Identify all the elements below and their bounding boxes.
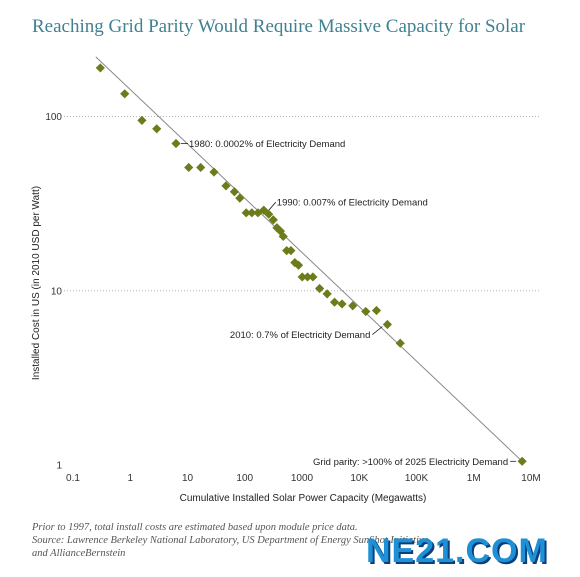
x-tick-labels: 0.1 1 10 100 1000 10K 100K 1M 10M [66,473,541,484]
data-point [297,272,307,282]
data-point [315,283,325,294]
x-tick-label: 100K [405,473,429,484]
x-tick-label: 10M [521,473,540,484]
watermark-logo: NE21.COM [366,532,548,570]
data-point [322,289,332,299]
data-point [196,162,206,173]
data-point [290,258,300,268]
data-point [264,209,274,219]
data-point [152,124,162,134]
data-point [120,89,130,99]
annotation-label: 1980: 0.0002% of Electricity Demand [189,139,345,150]
data-point [308,272,318,282]
data-point [278,231,288,242]
footnote-line-1: Prior to 1997, total install costs are e… [32,522,358,533]
x-axis-label: Cumulative Installed Solar Power Capacit… [180,493,427,504]
data-point [235,193,245,203]
annotation-label: 2010: 0.7% of Electricity Demand [230,330,370,341]
y-tick-label: 100 [45,112,62,123]
data-point [302,272,313,282]
footnote-line-3: and AllianceBernstein [32,548,126,559]
trendline-layer [95,56,523,462]
data-point [517,456,527,466]
data-point [395,338,405,348]
x-tick-label: 10 [182,473,194,484]
data-point [268,215,278,225]
x-tick-label: 1000 [291,473,314,484]
data-point [95,63,105,73]
data-points [95,63,527,466]
y-tick-label: 1 [56,461,62,472]
data-point [361,306,371,317]
footnote: Prior to 1997, total install costs are e… [32,521,428,560]
chart-title: Reaching Grid Parity Would Require Massi… [32,16,526,37]
data-point [272,223,282,233]
x-tick-label: 1M [467,473,481,484]
annotation-leader [268,201,277,211]
data-point [137,115,147,125]
data-point [382,319,392,330]
gridlines [64,116,540,292]
data-point [286,245,296,256]
data-point [209,167,219,177]
data-point [184,162,194,173]
annotation-leaders [181,143,517,462]
data-point [241,208,251,218]
data-point [348,301,358,311]
x-tick-label: 1 [127,473,133,484]
trendline [95,56,523,462]
annotations: 1980: 0.0002% of Electricity Demand 1990:… [189,139,508,468]
y-tick-labels: 1 10 100 [45,112,62,472]
data-point [229,187,240,197]
scatter-chart: 0.1 1 10 100 1000 10K 100K 1M 10M 1 10 100 1980: 0… [31,56,541,504]
data-point [253,208,263,218]
data-point [329,297,340,307]
data-point [293,260,304,270]
data-point [371,305,382,316]
data-point [221,181,231,191]
data-point [247,208,257,218]
annotation-label: Grid parity: >100% of 2025 Electricity D… [313,457,508,468]
data-point [337,299,347,309]
annotation-label: 1990: 0.007% of Electricity Demand [277,198,428,209]
x-tick-label: 0.1 [66,473,80,484]
footnote-line-2: Source: Lawrence Berkeley National Labor… [32,535,429,546]
annotation-leader [372,326,383,335]
x-tick-label: 100 [236,473,253,484]
y-tick-label: 10 [51,286,63,297]
x-tick-label: 10K [350,473,368,484]
y-axis-label: Installed Cost in US (in 2010 USD per Wa… [31,186,42,380]
data-point [171,138,181,149]
